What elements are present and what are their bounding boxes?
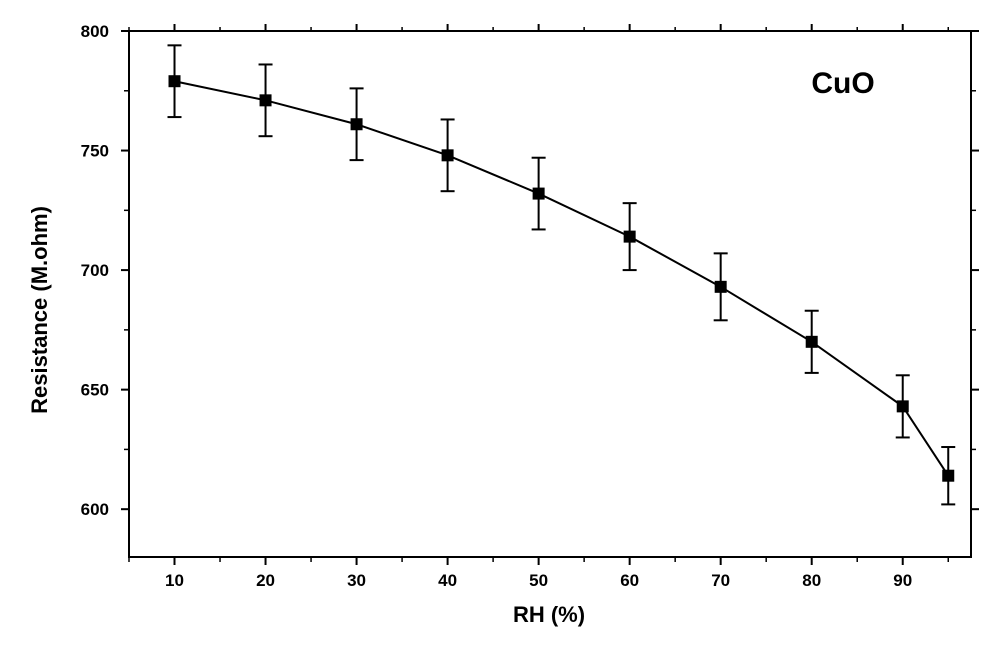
data-point: [532, 187, 545, 200]
x-axis-label: RH (%): [513, 602, 585, 627]
y-tick-label: 650: [81, 381, 109, 400]
x-tick-label: 30: [347, 571, 366, 590]
data-point: [259, 94, 272, 107]
data-point: [623, 230, 636, 243]
x-tick-label: 50: [529, 571, 548, 590]
data-point: [805, 335, 818, 348]
plot-frame: [128, 30, 972, 558]
axis-ticks: 10 20 30 40 50 60 70 80 90 600 650 700 750 800: [81, 22, 979, 590]
data-series: [167, 44, 956, 506]
x-tick-label: 60: [620, 571, 639, 590]
y-tick-label: 800: [81, 22, 109, 41]
series-line: [174, 80, 950, 477]
data-point: [350, 118, 363, 131]
data-point: [942, 469, 955, 482]
x-tick-label: 70: [711, 571, 730, 590]
chart-annotation: CuO: [811, 67, 874, 100]
x-tick-label: 40: [438, 571, 457, 590]
data-point: [168, 75, 181, 88]
x-tick-label: 10: [165, 571, 184, 590]
y-axis-label: Resistance (M.ohm): [27, 206, 52, 414]
data-point: [441, 149, 454, 162]
data-point: [896, 400, 909, 413]
y-tick-label: 600: [81, 500, 109, 519]
y-tick-label: 750: [81, 142, 109, 161]
x-tick-label: 80: [802, 571, 821, 590]
x-tick-label: 20: [256, 571, 275, 590]
x-tick-label: 90: [893, 571, 912, 590]
data-point: [714, 280, 727, 293]
y-tick-label: 700: [81, 261, 109, 280]
